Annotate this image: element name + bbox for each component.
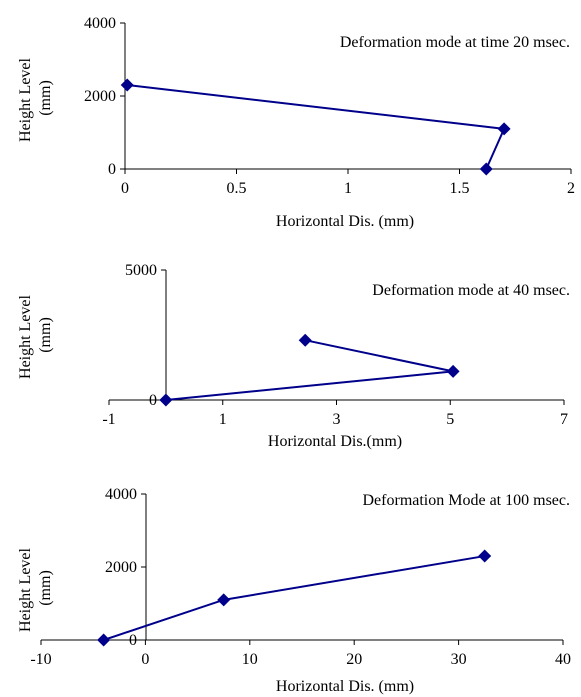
x-tick-label: -10	[30, 651, 51, 668]
data-point-marker	[497, 122, 511, 136]
plot-area: -1 1 3 5 7 0 5000	[102, 262, 568, 428]
plot-area: 0 0.5 1 1.5 2 0 2000 4000	[84, 15, 575, 197]
y-axis-label-line2: (mm)	[37, 317, 54, 353]
y-tick-label: 2000	[84, 88, 116, 105]
data-point-marker	[97, 633, 111, 647]
data-point-marker	[159, 393, 173, 407]
chart-title: Deformation mode at 40 msec.	[372, 282, 570, 299]
y-axis-label: Height Level (mm)	[17, 544, 54, 632]
x-tick-label: -1	[102, 411, 115, 428]
x-tick-label: 0	[141, 651, 149, 668]
x-tick-label: 3	[333, 411, 341, 428]
y-axis-label: Height Level (mm)	[17, 54, 54, 142]
chart-40-msec: Deformation mode at 40 msec. Height Leve…	[17, 262, 570, 450]
chart-20-msec: Deformation mode at time 20 msec. Height…	[17, 15, 575, 230]
data-point-marker	[298, 333, 312, 347]
data-point-marker	[217, 593, 231, 607]
y-tick-label: 4000	[105, 486, 137, 503]
series-line	[103, 555, 485, 641]
y-axis-label-line1: Height Level	[17, 294, 34, 379]
y-tick-label: 4000	[84, 15, 116, 32]
y-tick-label: 0	[108, 161, 116, 178]
x-tick-label: 5	[446, 411, 454, 428]
y-tick-label: 5000	[125, 262, 157, 279]
y-tick-label: 0	[129, 632, 137, 649]
y-axis-label: Height Level (mm)	[17, 291, 54, 379]
chart-title: Deformation mode at time 20 msec.	[340, 34, 570, 51]
data-point-marker	[120, 78, 134, 92]
y-axis-label-line1: Height Level	[17, 57, 34, 142]
x-tick-label: 7	[560, 411, 568, 428]
x-tick-label: 2	[567, 180, 575, 197]
series-line	[127, 84, 506, 170]
data-point-marker	[478, 549, 492, 563]
chart-100-msec: Deformation Mode at 100 msec. Height Lev…	[17, 486, 571, 695]
y-axis-label-line1: Height Level	[17, 547, 34, 632]
x-tick-label: 10	[242, 651, 258, 668]
y-axis-label-line2: (mm)	[37, 570, 54, 606]
x-tick-label: 0.5	[227, 180, 247, 197]
x-axis-label: Horizontal Dis. (mm)	[276, 678, 414, 695]
x-tick-label: 30	[451, 651, 467, 668]
x-tick-label: 1	[219, 411, 227, 428]
chart-title: Deformation Mode at 100 msec.	[363, 492, 571, 509]
y-axis-label-line2: (mm)	[37, 80, 54, 116]
x-tick-label: 0	[121, 180, 129, 197]
y-tick-label: 0	[149, 392, 157, 409]
x-axis-label: Horizontal Dis. (mm)	[276, 213, 414, 230]
x-tick-label: 40	[555, 651, 571, 668]
data-point-marker	[446, 364, 460, 378]
data-point-marker	[479, 162, 493, 176]
series-line	[165, 339, 454, 401]
x-tick-label: 1.5	[450, 180, 470, 197]
x-axis-label: Horizontal Dis.(mm)	[268, 433, 402, 450]
x-tick-label: 1	[344, 180, 352, 197]
y-tick-label: 2000	[105, 559, 137, 576]
x-tick-label: 20	[346, 651, 362, 668]
plot-area: -10 0 10 20 30 40 0 2000 4000	[30, 486, 571, 668]
